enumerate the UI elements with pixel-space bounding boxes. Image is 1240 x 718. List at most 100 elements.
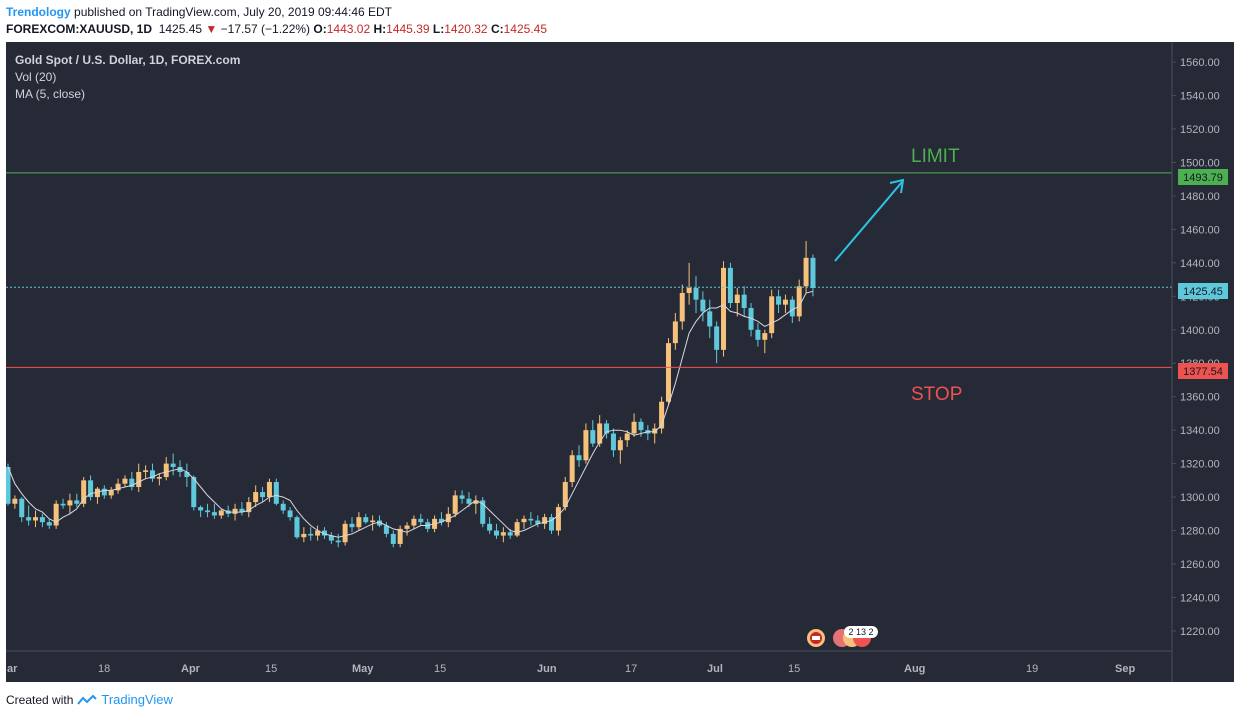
candle[interactable] — [493, 523, 499, 539]
candle[interactable] — [163, 456, 169, 481]
candle[interactable] — [315, 525, 321, 541]
candle[interactable] — [53, 500, 59, 529]
candle[interactable] — [239, 502, 245, 516]
candle[interactable] — [397, 525, 403, 548]
candle[interactable] — [796, 279, 802, 322]
candle[interactable] — [665, 338, 671, 406]
candle[interactable] — [266, 478, 272, 503]
candle[interactable] — [383, 522, 389, 538]
candle[interactable] — [734, 287, 740, 317]
candle[interactable] — [122, 475, 128, 488]
events-flag-icon[interactable]: 2 13 2 — [833, 626, 878, 647]
candle[interactable] — [12, 495, 18, 509]
candle[interactable] — [184, 463, 190, 488]
candle[interactable] — [652, 423, 658, 444]
candle[interactable] — [88, 475, 94, 501]
candle[interactable] — [198, 505, 204, 518]
candle[interactable] — [721, 261, 727, 357]
candle[interactable] — [590, 420, 596, 447]
candle[interactable] — [170, 453, 176, 476]
ma-indicator[interactable]: MA (5, close) — [15, 87, 86, 101]
candle[interactable] — [487, 517, 493, 534]
candle[interactable] — [776, 289, 782, 314]
candle[interactable] — [74, 493, 80, 508]
candle[interactable] — [604, 420, 610, 439]
candle[interactable] — [782, 294, 788, 314]
candle[interactable] — [115, 478, 121, 494]
candle[interactable] — [156, 473, 162, 486]
candle[interactable] — [466, 492, 472, 508]
candle[interactable] — [356, 512, 362, 531]
candle[interactable] — [260, 487, 266, 503]
candle[interactable] — [81, 477, 87, 508]
candle[interactable] — [46, 518, 52, 529]
candle[interactable] — [342, 520, 348, 546]
candle[interactable] — [741, 286, 747, 317]
candle[interactable] — [218, 508, 224, 519]
candle[interactable] — [418, 513, 424, 526]
price-chart[interactable]: LIMIT STOP 1220.001240.001260.001280.001… — [6, 42, 1234, 682]
candle[interactable] — [617, 436, 623, 464]
candle[interactable] — [686, 262, 692, 305]
candle[interactable] — [624, 430, 630, 447]
candle[interactable] — [136, 463, 142, 493]
candle[interactable] — [39, 513, 45, 528]
candle[interactable] — [452, 490, 458, 518]
candle[interactable] — [727, 262, 733, 309]
candle[interactable] — [287, 507, 293, 521]
candle[interactable] — [377, 515, 383, 528]
candle[interactable] — [528, 512, 534, 526]
candle[interactable] — [480, 497, 486, 528]
candle[interactable] — [321, 527, 327, 539]
candle[interactable] — [129, 471, 135, 491]
candle[interactable] — [6, 463, 11, 506]
candle[interactable] — [60, 498, 66, 509]
candle[interactable] — [390, 530, 396, 548]
candle[interactable] — [19, 497, 25, 523]
candle[interactable] — [693, 276, 699, 314]
candle[interactable] — [370, 515, 376, 531]
candle[interactable] — [211, 503, 217, 519]
candle[interactable] — [755, 323, 761, 347]
candle[interactable] — [542, 513, 548, 529]
candle[interactable] — [672, 313, 678, 350]
tradingview-link[interactable]: TradingView — [101, 692, 173, 707]
candle[interactable] — [769, 289, 775, 339]
candle[interactable] — [328, 532, 334, 544]
candle[interactable] — [149, 463, 155, 483]
candle[interactable] — [459, 490, 465, 504]
candle[interactable] — [762, 329, 768, 354]
volume-indicator[interactable]: Vol (20) — [15, 70, 57, 84]
candle[interactable] — [308, 527, 314, 541]
candle[interactable] — [707, 299, 713, 339]
candle[interactable] — [246, 497, 252, 518]
candle[interactable] — [33, 510, 39, 528]
candle[interactable] — [569, 450, 575, 488]
candle[interactable] — [445, 507, 451, 528]
candle[interactable] — [294, 515, 300, 539]
candle[interactable] — [363, 513, 369, 524]
candle[interactable] — [108, 487, 114, 499]
candle[interactable] — [521, 515, 527, 529]
candle[interactable] — [101, 485, 107, 499]
candle[interactable] — [335, 533, 341, 548]
candle[interactable] — [411, 515, 417, 529]
candle[interactable] — [205, 503, 211, 518]
candle[interactable] — [610, 428, 616, 457]
candle[interactable] — [576, 445, 582, 467]
candle[interactable] — [679, 284, 685, 330]
candle[interactable] — [273, 478, 279, 506]
candle[interactable] — [500, 527, 506, 543]
candle[interactable] — [583, 423, 589, 464]
candle[interactable] — [26, 505, 32, 526]
candle[interactable] — [301, 527, 307, 543]
candle[interactable] — [631, 413, 637, 437]
candle[interactable] — [810, 254, 816, 297]
us-flag-icon[interactable] — [807, 629, 825, 647]
candle[interactable] — [438, 512, 444, 526]
candle[interactable] — [404, 522, 410, 536]
candle[interactable] — [555, 503, 561, 536]
candle[interactable] — [748, 303, 754, 337]
candle[interactable] — [700, 291, 706, 322]
candle[interactable] — [94, 487, 100, 504]
